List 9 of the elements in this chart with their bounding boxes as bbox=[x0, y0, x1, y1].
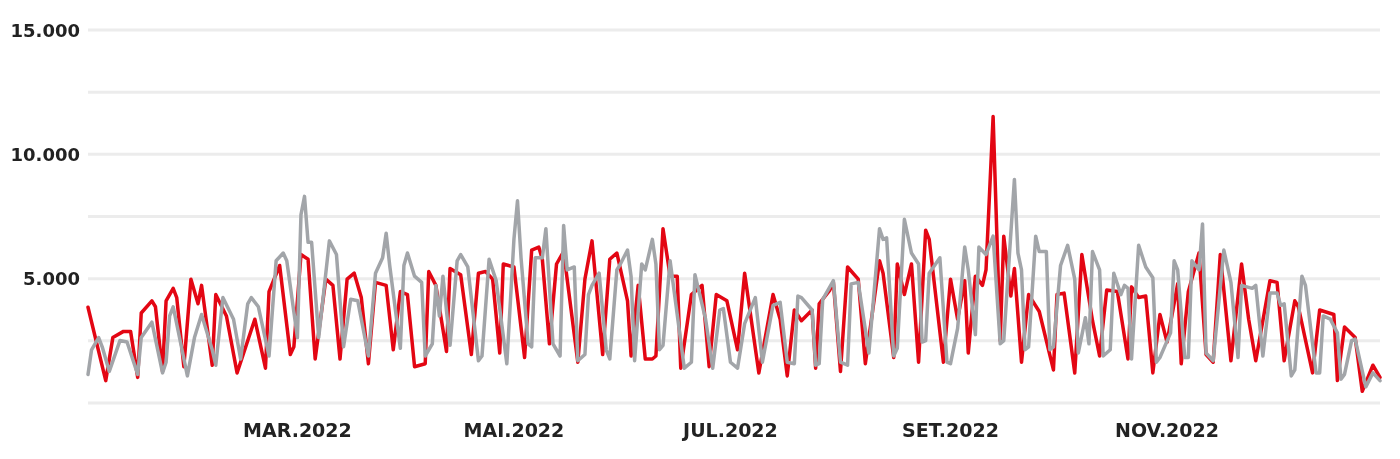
y-tick-label: 10.000 bbox=[10, 143, 80, 165]
x-tick-label: MAI.2022 bbox=[463, 419, 565, 441]
x-tick-label: NOV.2022 bbox=[1115, 419, 1219, 441]
y-tick-label: 15.000 bbox=[10, 19, 80, 41]
line-series bbox=[86, 177, 1382, 389]
y-tick-label: 5.000 bbox=[23, 268, 80, 290]
x-tick-label: MAR.2022 bbox=[243, 419, 352, 441]
x-tick-label: SET.2022 bbox=[902, 419, 999, 441]
x-tick-label: JUL.2022 bbox=[681, 419, 778, 441]
